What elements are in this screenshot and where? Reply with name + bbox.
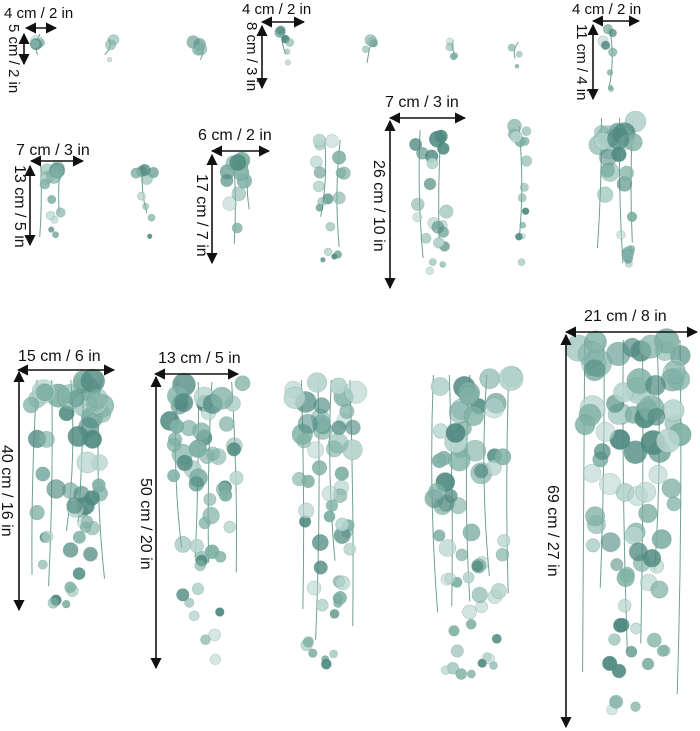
sticker-9-width-label: 21 cm / 8 in — [584, 308, 667, 325]
sprig-5b — [310, 133, 351, 263]
sticker-9-height-label: 69 cm / 27 in — [544, 485, 561, 577]
sprig-2d — [507, 41, 523, 69]
sticker-1-height-label: 5 cm / 2 in — [5, 24, 22, 94]
sprig-4b — [130, 164, 159, 240]
sticker-7-width-label: 15 cm / 6 in — [18, 348, 101, 365]
vine-8 — [159, 372, 251, 665]
sprig-2c — [445, 37, 459, 61]
sticker-2-height-label: 8 cm / 3 in — [243, 22, 260, 92]
sprig-1 — [29, 33, 45, 55]
sprig-6c — [588, 110, 647, 268]
sprig-2 — [274, 25, 295, 66]
sprig-6 — [409, 129, 454, 275]
sprig-1c — [186, 35, 208, 60]
sticker-4-height-label: 13 cm / 5 in — [11, 165, 28, 248]
sticker-5-height-label: 17 cm / 7 in — [193, 174, 210, 257]
sprig-1b — [104, 34, 120, 63]
sticker-3-height-label: 11 cm / 4 in — [573, 24, 590, 101]
sprig-2b — [361, 34, 378, 63]
vine-8b — [283, 372, 368, 670]
sticker-8-width-label: 13 cm / 5 in — [158, 350, 241, 367]
sticker-1-width-label: 4 cm / 2 in — [4, 5, 74, 22]
vine-9 — [565, 328, 692, 716]
sticker-4-width-label: 7 cm / 3 in — [16, 142, 90, 159]
sprig-5 — [219, 151, 253, 244]
sprig-4 — [39, 160, 66, 239]
sticker-2-width-label: 4 cm / 2 in — [242, 1, 312, 18]
sticker-6-height-label: 26 cm / 10 in — [370, 160, 387, 252]
sprig-6b — [507, 118, 533, 266]
sticker-8-height-label: 50 cm / 20 in — [137, 478, 154, 570]
sticker-6-width-label: 7 cm / 3 in — [385, 94, 459, 111]
sprig-3 — [597, 23, 618, 93]
sticker-7-height-label: 40 cm / 16 in — [0, 445, 15, 537]
sticker-5-width-label: 6 cm / 2 in — [198, 127, 272, 144]
sticker-3-width-label: 4 cm / 2 in — [572, 1, 642, 18]
vine-7 — [22, 368, 115, 609]
vine-8c — [424, 365, 524, 680]
